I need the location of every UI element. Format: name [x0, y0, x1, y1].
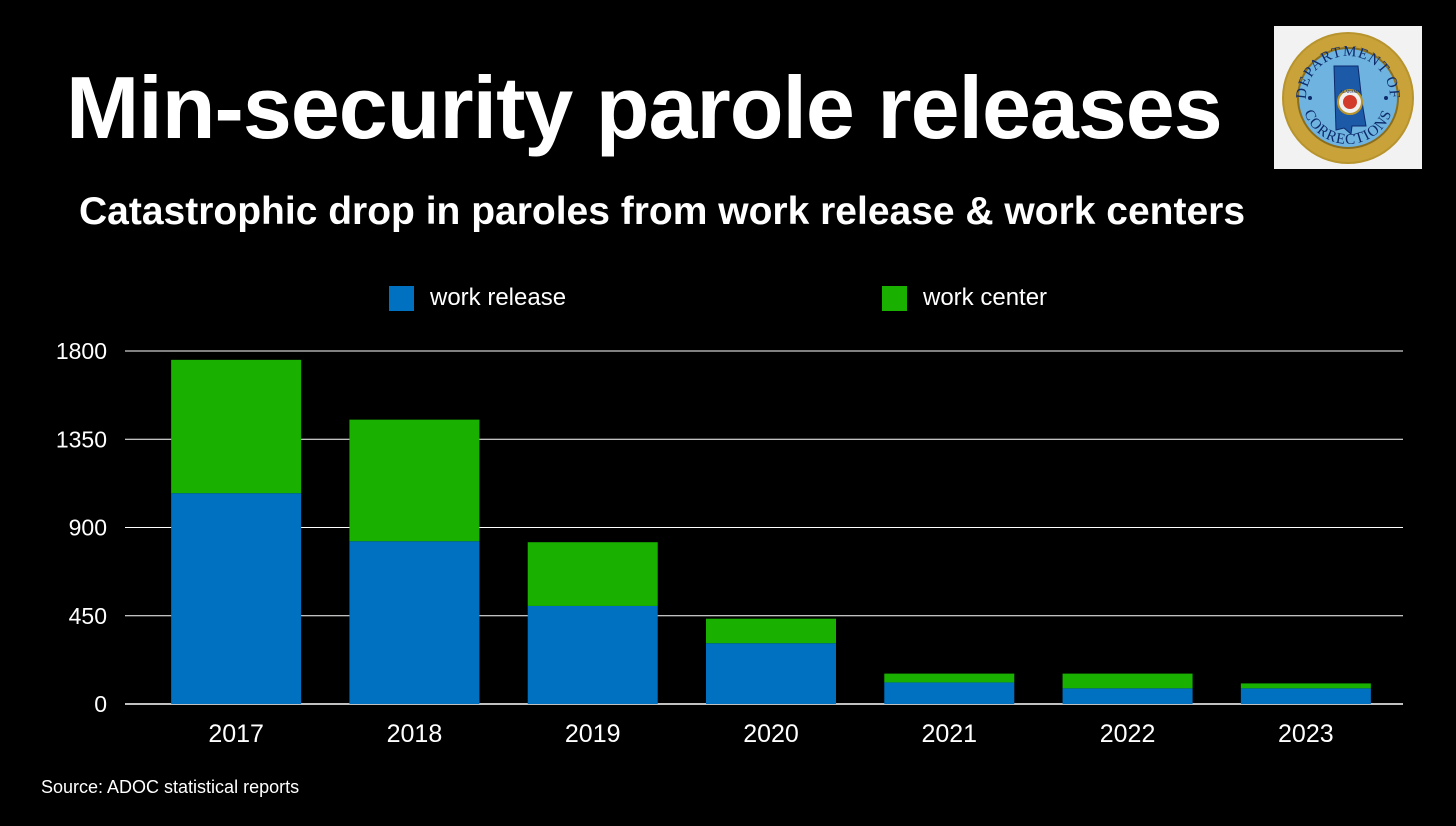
- bar-work-center-2020: [706, 618, 836, 644]
- bar-work-release-2018: [349, 541, 480, 704]
- bar-work-release-2020: [706, 643, 836, 704]
- x-tick-label: 2017: [208, 720, 264, 748]
- seal-graphic: DEPARTMENT OF CORRECTIONS ALABAMA: [1282, 32, 1414, 164]
- bar-work-center-2017: [171, 359, 302, 494]
- seal-inner-text: ALABAMA: [1340, 89, 1360, 94]
- y-tick-label: 900: [69, 515, 107, 541]
- bar-work-center-2019: [527, 542, 658, 606]
- x-tick-label: 2021: [921, 720, 977, 748]
- stacked-bar-chart: 0 450 900 1350 1800 2017 2018 2019 2020 2021 2022 2…: [56, 338, 1403, 748]
- chart-subtitle: Catastrophic drop in paroles from work r…: [79, 190, 1246, 233]
- x-tick-label: 2018: [387, 720, 443, 748]
- bar-work-release-2022: [1062, 688, 1193, 704]
- bar-work-center-2022: [1062, 673, 1193, 689]
- legend-label-work-release: work release: [430, 284, 567, 311]
- y-tick-label: 450: [69, 603, 107, 629]
- department-of-corrections-logo: DEPARTMENT OF CORRECTIONS ALABAMA: [1274, 26, 1422, 169]
- source-note: Source: ADOC statistical reports: [41, 777, 300, 797]
- legend-item-work-release: work release: [389, 284, 567, 311]
- y-tick-label: 1350: [56, 426, 107, 452]
- bar-work-release-2023: [1240, 688, 1371, 704]
- y-tick-label: 1800: [56, 338, 107, 364]
- x-tick-label: 2020: [743, 720, 799, 748]
- legend-swatch-work-center: [882, 285, 907, 311]
- bar-work-center-2021: [884, 673, 1015, 683]
- bar-work-release-2019: [527, 605, 658, 704]
- bar-work-center-2023: [1240, 683, 1371, 689]
- x-tick-label: 2022: [1100, 720, 1156, 748]
- x-tick-label: 2023: [1278, 720, 1334, 748]
- chart-title: Min-security parole releases: [66, 58, 1223, 157]
- bar-work-center-2018: [349, 419, 480, 542]
- y-tick-label: 0: [94, 691, 107, 717]
- bar-work-release-2017: [171, 493, 302, 704]
- legend-label-work-center: work center: [923, 284, 1048, 311]
- x-tick-label: 2019: [565, 720, 621, 748]
- legend-item-work-center: work center: [882, 284, 1048, 311]
- legend-swatch-work-release: [389, 285, 414, 311]
- bar-work-release-2021: [884, 682, 1015, 704]
